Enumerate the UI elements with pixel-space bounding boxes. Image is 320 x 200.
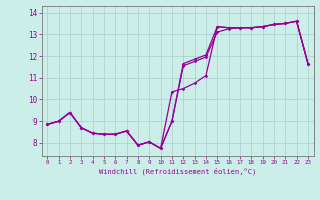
X-axis label: Windchill (Refroidissement éolien,°C): Windchill (Refroidissement éolien,°C) [99,168,256,175]
